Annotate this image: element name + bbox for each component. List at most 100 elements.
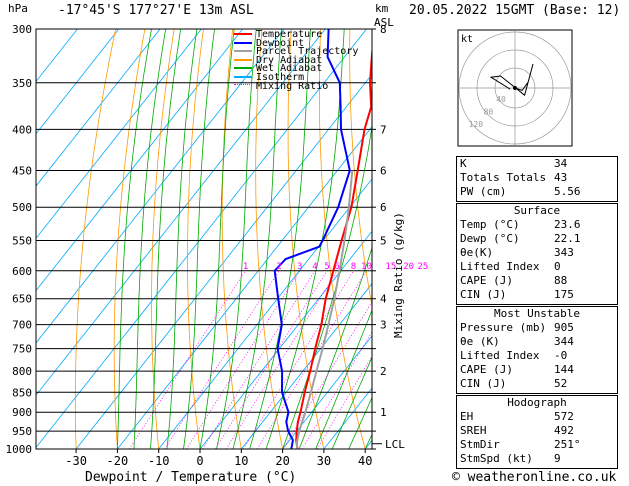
x-tick-label: -20 <box>107 454 129 468</box>
legend-label: Mixing Ratio <box>256 80 329 92</box>
isotherm-line <box>36 29 161 187</box>
hodo-index-row: StmDir 251° <box>457 438 617 452</box>
x-tick-label: 20 <box>275 454 289 468</box>
surface-index-label: CAPE (J) <box>460 274 513 287</box>
km-tick-label: 8 <box>380 23 387 36</box>
surface-index-label: Lifted Index <box>460 260 540 273</box>
mu-index-label: Pressure (mb) <box>460 321 547 334</box>
legend-label: Temperature <box>256 29 323 40</box>
isotherm-line <box>75 73 372 449</box>
legend-item: Isotherm <box>234 73 304 83</box>
mixing-ratio-line <box>164 270 280 449</box>
surface-index-label: Dewp (°C) <box>460 232 520 245</box>
x-axis-label: Dewpoint / Temperature (°C) <box>85 470 297 485</box>
km-tick-label: 2 <box>380 365 387 378</box>
km-tick-label: 6 <box>380 164 387 177</box>
hodo-index-value: 492 <box>554 424 574 437</box>
surface-title: Surface <box>513 204 561 217</box>
mu-index-row: Lifted Index -0 <box>457 349 617 363</box>
x-tick-label: 30 <box>317 454 331 468</box>
legend-item: Dewpoint <box>234 37 305 49</box>
isotherm-line <box>36 29 202 240</box>
surface-index-row: Lifted Index 0 <box>457 260 617 274</box>
km-tick-label: 5 <box>380 234 387 247</box>
km-tick-label: 1 <box>380 406 387 419</box>
surface-index-label: Temp (°C) <box>460 218 520 231</box>
surface-index-row: CAPE (J) 88 <box>457 274 617 288</box>
legend-label: Dewpoint <box>256 37 305 49</box>
location-title: -17°45'S 177°27'E 13m ASL <box>58 3 254 18</box>
isotherm-line <box>36 29 368 449</box>
mu-index-row: CAPE (J) 144 <box>457 363 617 377</box>
wet-adiabat-line <box>331 356 372 449</box>
dry-adiabat-line <box>151 29 175 449</box>
mu-index-value: -0 <box>554 349 568 362</box>
asl-label: ASL <box>374 16 394 29</box>
legend-swatch <box>234 76 252 78</box>
isotherm-line <box>116 126 372 449</box>
isotherm-line <box>240 282 372 449</box>
surface-index-label: θe(K) <box>460 246 494 259</box>
mixing-ratio-label: 10 <box>361 262 372 272</box>
legend-label: Dry Adiabat <box>256 54 323 66</box>
surface-index-row: θe(K) 343 <box>457 246 617 260</box>
most-unstable-title: Most Unstable <box>493 307 581 320</box>
pressure-tick-label: 700 <box>12 319 32 332</box>
pressure-tick-label: 600 <box>12 265 32 278</box>
pressure-tick-label: 400 <box>12 123 32 136</box>
mixing-ratio-label: 15 <box>385 262 396 272</box>
legend-swatch <box>234 84 252 87</box>
wet-adiabat-line <box>348 396 372 449</box>
hodo-index-label: EH <box>460 410 474 423</box>
isotherm-line <box>36 29 244 292</box>
km-tick-label: 7 <box>380 123 387 136</box>
series-temperature <box>295 43 372 449</box>
mixing-ratio-label: 2 <box>276 262 281 272</box>
hodograph-ring-label: 120 <box>469 120 484 129</box>
hodo-index-row: StmSpd (kt) 9 <box>457 452 617 466</box>
mixing-ratio-label: 1 <box>243 262 248 272</box>
isotherm-line <box>36 29 285 344</box>
pressure-tick-label: 850 <box>12 386 32 399</box>
mixing-ratio-line <box>128 270 246 449</box>
km-tick-label: 3 <box>380 319 387 332</box>
mixing-ratio-axis-label: Mixing Ratio (g/kg) <box>392 212 405 338</box>
pressure-tick-label: 500 <box>12 201 32 214</box>
basic-index-value: 5.56 <box>554 185 581 198</box>
legend: Temperature Dewpoint Parcel Trajectory Dry … <box>234 29 358 92</box>
surface-index-value: 343 <box>554 246 574 259</box>
legend-item: Dry Adiabat <box>234 54 323 66</box>
mixing-ratio-label: 4 <box>312 262 317 272</box>
dry-adiabat-line <box>379 29 448 449</box>
mu-index-label: θe (K) <box>460 335 500 348</box>
x-tick-label: -10 <box>148 454 170 468</box>
hodograph-ring-label: 80 <box>484 108 494 117</box>
mixing-ratio-label: 3 <box>297 262 302 272</box>
hodograph-title: Hodograph <box>507 396 567 409</box>
legend-item: Mixing Ratio <box>234 80 329 92</box>
legend-item: Wet Adiabat <box>234 63 323 75</box>
pressure-tick-label: 350 <box>12 77 32 90</box>
legend-swatch <box>234 67 252 70</box>
wet-adiabat-line <box>249 29 311 449</box>
pressure-tick-label: 750 <box>12 343 32 356</box>
surface-index-value: 88 <box>554 274 568 287</box>
mu-index-row: θe (K) 344 <box>457 335 617 349</box>
basic-index-row: Totals Totals 43 <box>457 171 617 185</box>
hodo-index-value: 251° <box>554 438 581 451</box>
surface-index-value: 23.6 <box>554 218 581 231</box>
basic-index-label: PW (cm) <box>460 185 507 198</box>
mu-index-label: Lifted Index <box>460 349 540 362</box>
pressure-tick-label: 650 <box>12 293 32 306</box>
legend-label: Wet Adiabat <box>256 63 323 75</box>
legend-swatch <box>234 50 252 53</box>
series-parcel-trajectory <box>295 170 354 449</box>
isotherm-line <box>323 387 372 449</box>
hodo-index-row: EH 572 <box>457 410 617 424</box>
x-tick-label: 0 <box>196 454 203 468</box>
mu-index-label: CIN (J) <box>460 377 507 390</box>
datetime-title: 20.05.2022 15GMT (Base: 12) <box>409 3 621 18</box>
x-tick-label: 40 <box>358 454 372 468</box>
legend-item: Parcel Trajectory <box>234 47 358 57</box>
